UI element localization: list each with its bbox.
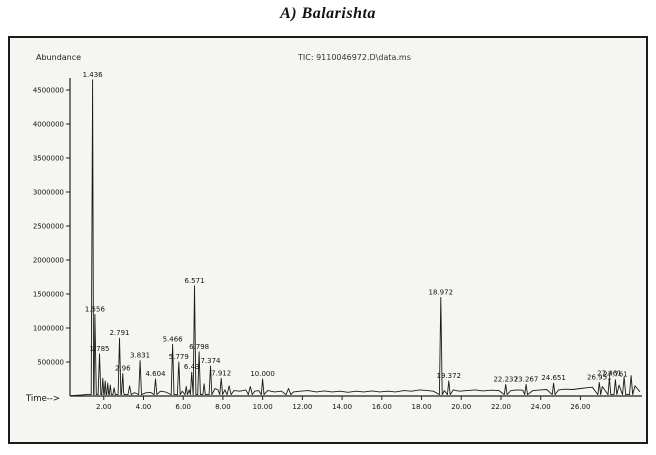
svg-text:1.785: 1.785 <box>89 345 109 353</box>
chromatogram-plot: 500000 1000000 1500000 2000000 2500000 300000… <box>33 71 642 411</box>
svg-text:18.972: 18.972 <box>429 288 454 296</box>
svg-text:27.461: 27.461 <box>597 369 622 377</box>
svg-text:18.00: 18.00 <box>412 403 432 411</box>
svg-text:19.372: 19.372 <box>437 372 462 380</box>
svg-text:1500000: 1500000 <box>33 291 64 299</box>
svg-text:26.00: 26.00 <box>570 403 590 411</box>
svg-text:7.374: 7.374 <box>200 357 221 365</box>
svg-text:4.604: 4.604 <box>145 370 166 378</box>
svg-text:1.556: 1.556 <box>85 305 106 313</box>
svg-text:20.00: 20.00 <box>451 403 471 411</box>
svg-text:6.00: 6.00 <box>175 403 191 411</box>
svg-text:6.43: 6.43 <box>184 363 200 371</box>
time-axis-label: Time--> <box>26 394 61 404</box>
figure-title: A) Balarishta <box>280 5 376 22</box>
svg-text:4.00: 4.00 <box>136 403 152 411</box>
svg-text:3000000: 3000000 <box>33 189 64 197</box>
svg-text:6.571: 6.571 <box>184 277 204 285</box>
svg-text:23.267: 23.267 <box>514 375 539 383</box>
tic-header: TIC: 9110046972.D\data.ms <box>298 53 411 62</box>
svg-text:2.791: 2.791 <box>109 329 129 337</box>
svg-text:24.651: 24.651 <box>541 374 566 382</box>
svg-text:2.00: 2.00 <box>96 403 112 411</box>
svg-text:2000000: 2000000 <box>33 257 64 265</box>
svg-text:4500000: 4500000 <box>33 87 64 95</box>
svg-text:500000: 500000 <box>37 359 64 367</box>
svg-text:5.466: 5.466 <box>163 335 184 343</box>
svg-text:7.912: 7.912 <box>211 369 231 377</box>
svg-text:6.798: 6.798 <box>189 343 209 351</box>
svg-text:22.237: 22.237 <box>493 375 518 383</box>
svg-text:16.00: 16.00 <box>372 403 392 411</box>
svg-text:2500000: 2500000 <box>33 223 64 231</box>
svg-text:26.951: 26.951 <box>587 373 612 381</box>
svg-text:22.00: 22.00 <box>491 403 511 411</box>
svg-text:5.779: 5.779 <box>169 353 189 361</box>
svg-text:4000000: 4000000 <box>33 121 64 129</box>
chromatogram-panel: 500000 1000000 1500000 2000000 2500000 300000… <box>8 36 648 444</box>
svg-text:8.00: 8.00 <box>215 403 231 411</box>
abundance-axis-label: Abundance <box>36 53 82 62</box>
svg-text:3500000: 3500000 <box>33 155 64 163</box>
svg-text:14.00: 14.00 <box>332 403 352 411</box>
svg-text:1.436: 1.436 <box>83 71 104 79</box>
svg-text:3.831: 3.831 <box>130 352 150 360</box>
svg-text:12.00: 12.00 <box>292 403 312 411</box>
svg-text:10.000: 10.000 <box>250 370 275 378</box>
svg-text:10.00: 10.00 <box>253 403 273 411</box>
svg-text:24.00: 24.00 <box>531 403 551 411</box>
svg-text:2.96: 2.96 <box>115 365 131 373</box>
svg-text:1000000: 1000000 <box>33 325 64 333</box>
svg-text:27.761: 27.761 <box>603 371 628 379</box>
